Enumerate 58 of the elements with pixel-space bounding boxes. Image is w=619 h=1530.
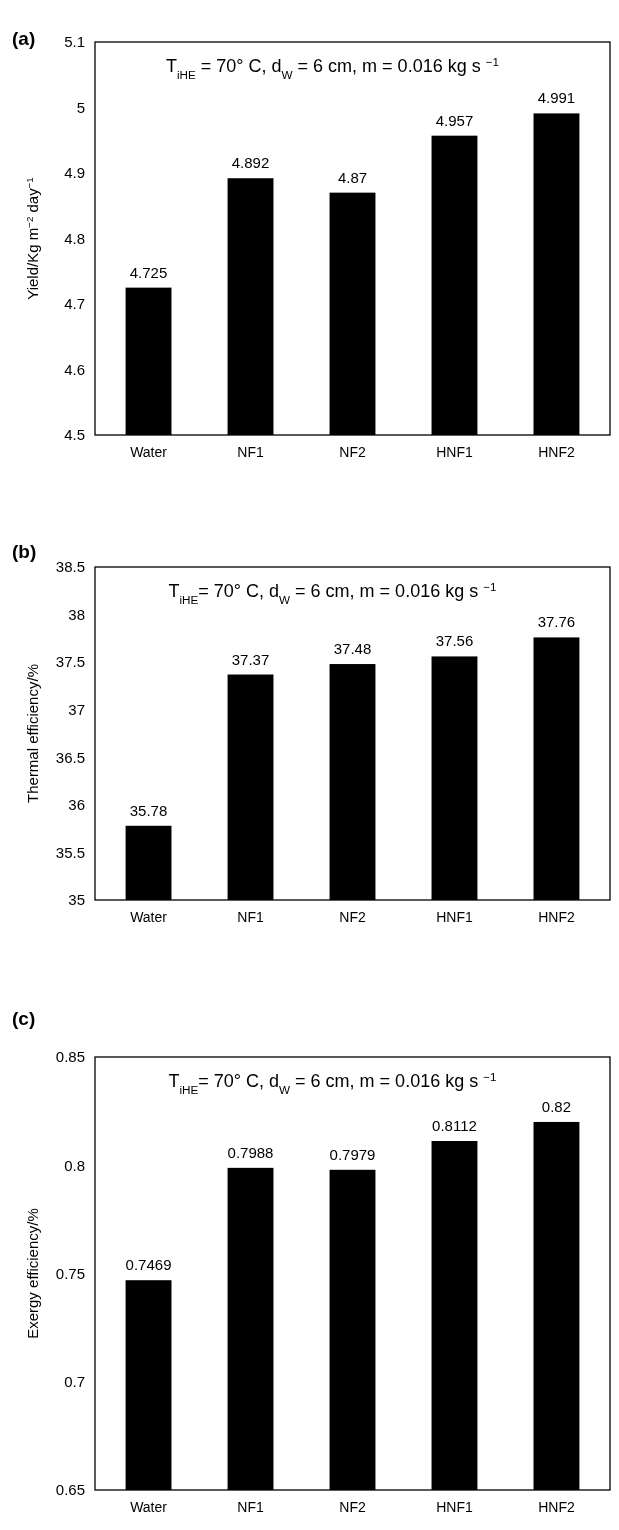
chart-title: (a): [12, 28, 36, 49]
annotation: T$_{iHE}$ = 70° C, d$_{W}$ = 6 cm, m = 0.016 kg s $^{−1}$: [165, 54, 500, 81]
y-axis-title: Thermal efficiency/%: [24, 664, 41, 803]
x-tick-label: NF1: [237, 1499, 264, 1515]
y-tick-label: 36.5: [55, 748, 85, 766]
x-tick-label: NF2: [339, 444, 366, 460]
y-tick-label: 4.9: [64, 164, 85, 182]
x-tick-label: HNF1: [436, 1499, 473, 1515]
x-tick-label: Water: [130, 444, 168, 460]
y-tick-label: 0.75: [55, 1264, 85, 1282]
y-tick-label: 5: [76, 98, 85, 116]
x-tick-label: HNF2: [538, 444, 575, 460]
y-tick-label: 0.85: [55, 1048, 85, 1066]
x-tick-label: NF2: [339, 1499, 366, 1515]
data-label: 4.892: [231, 154, 270, 172]
x-tick-label: NF1: [237, 909, 264, 925]
x-tick-label: NF1: [237, 444, 264, 460]
y-tick-label: 4.7: [64, 295, 85, 313]
data-label: 37.48: [333, 640, 372, 658]
y-tick-label: 38.5: [55, 558, 85, 576]
chart-title: (c): [12, 1008, 36, 1029]
y-tick-label: 4.8: [64, 229, 85, 247]
data-label: 0.7988: [227, 1143, 274, 1161]
data-label: 37.76: [537, 613, 576, 631]
data-label: 4.725: [129, 263, 168, 281]
y-tick-label: 37: [68, 700, 85, 718]
x-tick-label: HNF1: [436, 909, 473, 925]
y-tick-label: 0.65: [55, 1481, 85, 1499]
y-tick-label: 0.8: [64, 1156, 85, 1174]
x-tick-label: Water: [130, 1499, 168, 1515]
x-tick-label: HNF2: [538, 909, 575, 925]
y-tick-label: 38: [68, 605, 85, 623]
y-tick-label: 0.7: [64, 1373, 85, 1390]
data-label: 4.957: [435, 111, 474, 129]
data-label: 0.7469: [125, 1256, 172, 1274]
y-axis-title: Exergy efficiency/%: [24, 1208, 41, 1339]
data-label: 37.37: [231, 650, 270, 668]
x-tick-label: HNF2: [538, 1499, 575, 1515]
y-tick-label: 5.1: [64, 33, 85, 51]
data-label: 4.991: [537, 89, 576, 107]
data-label: 0.82: [541, 1097, 572, 1115]
y-tick-label: 35.5: [55, 843, 85, 861]
y-tick-label: 36: [68, 796, 85, 814]
x-tick-label: HNF1: [436, 444, 473, 460]
x-tick-label: NF2: [339, 909, 366, 925]
data-label: 0.8112: [432, 1117, 477, 1134]
y-tick-label: 4.5: [64, 426, 85, 444]
data-label: 37.56: [435, 632, 474, 650]
data-label: 0.7979: [329, 1145, 376, 1163]
y-tick-label: 4.6: [64, 360, 85, 378]
annotation: T$_{iHE}$= 70° C, d$_{W}$ = 6 cm, m = 0.016 kg s $^{−1}$: [168, 579, 497, 606]
annotation: T$_{iHE}$= 70° C, d$_{W}$ = 6 cm, m = 0.016 kg s $^{−1}$: [168, 1069, 497, 1096]
y-tick-label: 37.5: [55, 653, 85, 671]
chart-title: (b): [12, 541, 37, 562]
y-tick-label: 35: [68, 891, 85, 909]
x-tick-label: Water: [130, 909, 168, 925]
data-label: 35.78: [129, 801, 168, 819]
data-label: 4.87: [337, 168, 368, 186]
